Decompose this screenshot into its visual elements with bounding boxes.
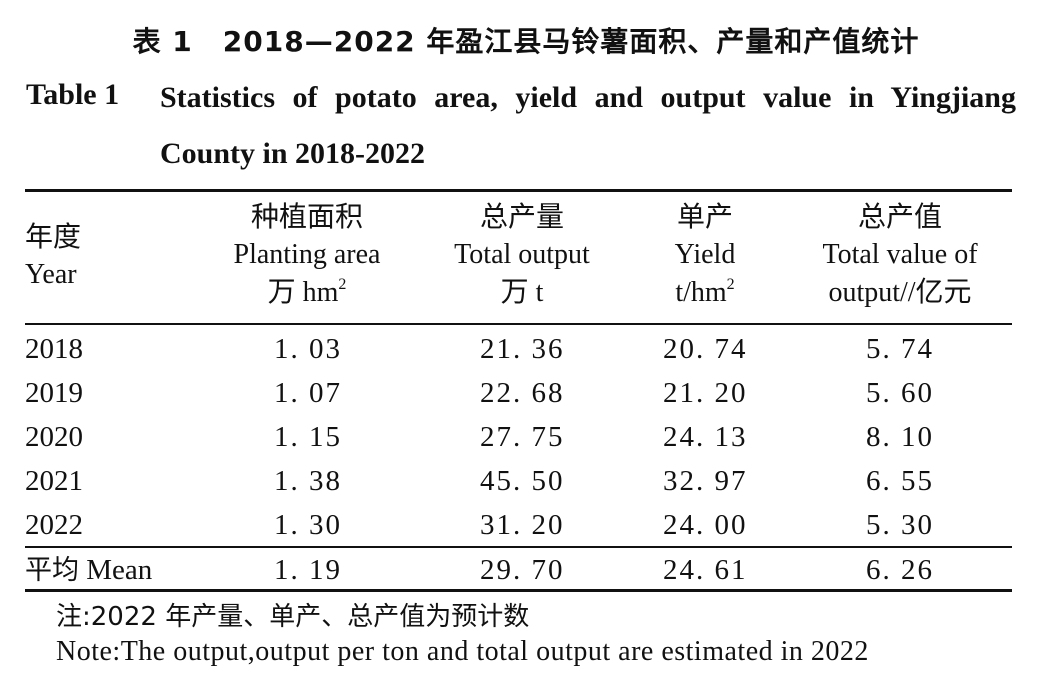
table-top-rule (25, 189, 1012, 192)
cell-year: 2022 (25, 509, 83, 541)
header-area-en: Planting area (233, 239, 381, 270)
header-year-cn: 年度 (25, 220, 82, 253)
cell-total-value: 5. 30 (866, 509, 934, 541)
cell-total-output: 22. 68 (480, 377, 565, 409)
cell-total-value: 5. 74 (866, 333, 934, 365)
cell-yield: 24. 61 (663, 554, 748, 586)
header-planting-area: 种植面积 Planting area 万 hm2 (200, 198, 414, 312)
cell-total-output: 45. 50 (480, 465, 565, 497)
table-row: 2021 1. 38 45. 50 32. 97 6. 55 (0, 459, 1052, 503)
table-number-cn: 表 1 (132, 25, 193, 58)
cell-yield: 32. 97 (663, 465, 748, 497)
table-row: 2019 1. 07 22. 68 21. 20 5. 60 (0, 371, 1052, 415)
cell-yield: 24. 00 (663, 509, 748, 541)
header-area-unit-text: 万 hm (267, 277, 339, 308)
table-caption-cn: 2018—2022 年盈江县马铃薯面积、产量和产值统计 (222, 25, 920, 58)
header-value-unit: output//亿元 (828, 277, 972, 308)
table-bottom-rule (25, 589, 1012, 592)
mean-label-en: Mean (86, 554, 153, 586)
cell-area: 1. 19 (274, 554, 342, 586)
table-number-en: Table 1 (26, 78, 120, 111)
cell-year: 2018 (25, 333, 83, 365)
cell-mean-label: 平均 Mean (25, 548, 152, 593)
header-yield-cn: 单产 (676, 200, 733, 233)
cell-total-output: 27. 75 (480, 421, 565, 453)
header-total-value: 总产值 Total value of output//亿元 (790, 198, 1010, 312)
header-year: 年度 Year (25, 218, 81, 294)
mean-row-rule (25, 546, 1012, 548)
table-note-cn: 注:2022 年产量、单产、总产值为预计数 (56, 602, 530, 632)
cell-year: 2021 (25, 465, 83, 497)
header-total-en: Total output (454, 239, 590, 270)
cell-total-output: 31. 20 (480, 509, 565, 541)
mean-label-cn: 平均 (25, 555, 79, 586)
header-year-en: Year (25, 259, 77, 290)
header-bottom-rule (25, 323, 1012, 325)
cell-total-value: 6. 55 (866, 465, 934, 497)
header-area-cn: 种植面积 (250, 200, 363, 233)
table-row: 2022 1. 30 31. 20 24. 00 5. 30 (0, 503, 1052, 547)
cell-total-output: 21. 36 (480, 333, 565, 365)
cell-area: 1. 30 (274, 509, 342, 541)
table-note-en: Note:The output,output per ton and total… (56, 636, 869, 667)
table-title-cn: 表 1 2018—2022 年盈江县马铃薯面积、产量和产值统计 (0, 20, 1052, 60)
cell-yield: 21. 20 (663, 377, 748, 409)
header-yield: 单产 Yield t/hm2 (640, 198, 770, 312)
cell-area: 1. 03 (274, 333, 342, 365)
table-row: 2020 1. 15 27. 75 24. 13 8. 10 (0, 415, 1052, 459)
header-value-cn: 总产值 (857, 200, 942, 233)
header-total-cn: 总产量 (479, 200, 564, 233)
cell-total-output: 29. 70 (480, 554, 565, 586)
header-yield-en: Yield (674, 239, 736, 270)
cell-year: 2019 (25, 377, 83, 409)
cell-area: 1. 15 (274, 421, 342, 453)
header-total-unit: 万 t (500, 277, 544, 308)
header-value-en: Total value of (822, 239, 978, 270)
table-title-en: Table 1 Statistics of potato area, yield… (26, 78, 1016, 182)
header-yield-unit: t/hm2 (640, 274, 770, 312)
header-area-unit-sup: 2 (338, 276, 347, 293)
header-area-unit: 万 hm2 (200, 274, 414, 312)
table-row: 2018 1. 03 21. 36 20. 74 5. 74 (0, 327, 1052, 371)
cell-year: 2020 (25, 421, 83, 453)
cell-yield: 20. 74 (663, 333, 748, 365)
header-yield-unit-text: t/hm (675, 277, 727, 308)
cell-yield: 24. 13 (663, 421, 748, 453)
header-yield-unit-sup: 2 (726, 276, 735, 293)
cell-total-value: 6. 26 (866, 554, 934, 586)
cell-area: 1. 38 (274, 465, 342, 497)
cell-total-value: 5. 60 (866, 377, 934, 409)
cell-area: 1. 07 (274, 377, 342, 409)
cell-total-value: 8. 10 (866, 421, 934, 453)
table-caption-en: Statistics of potato area, yield and out… (160, 81, 1016, 170)
mean-row: 平均 Mean 1. 19 29. 70 24. 61 6. 26 (0, 548, 1052, 592)
header-total-output: 总产量 Total output 万 t (432, 198, 612, 312)
